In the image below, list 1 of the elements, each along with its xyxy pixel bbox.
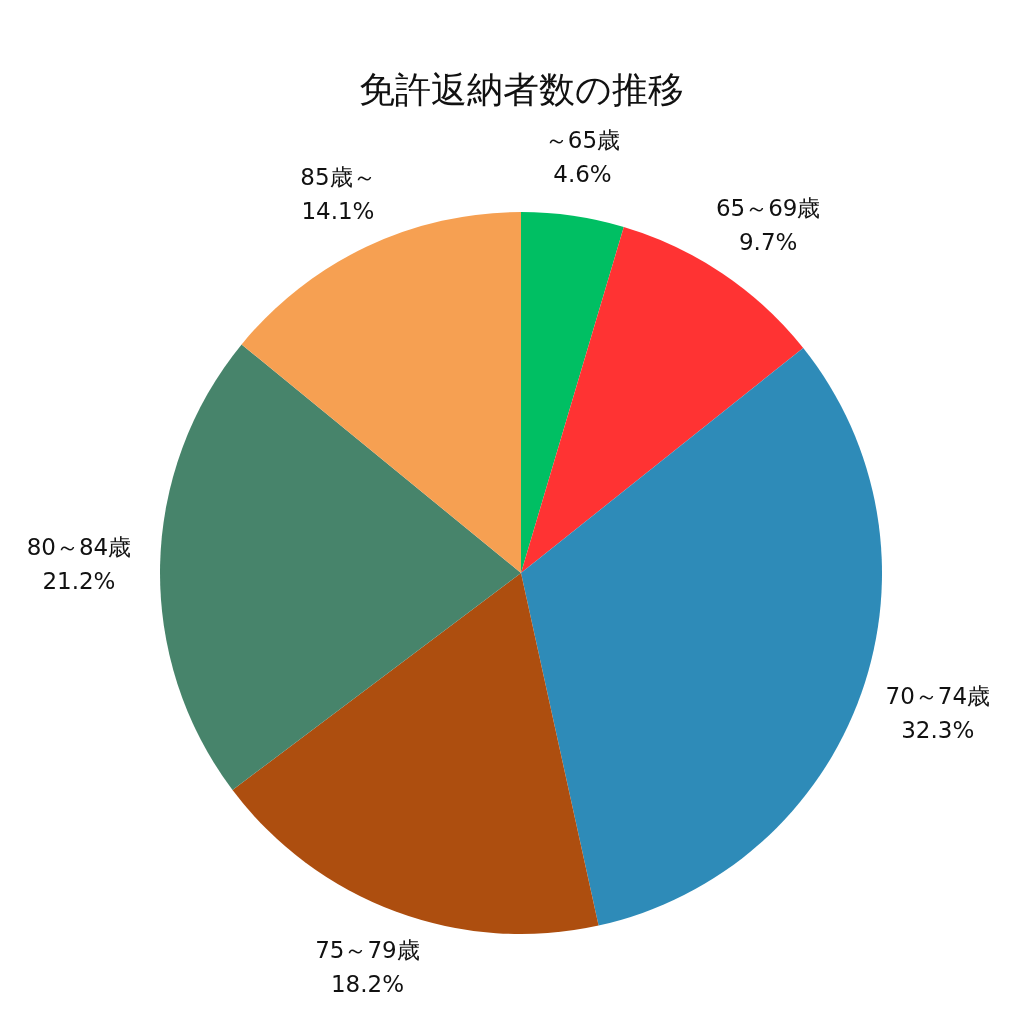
title: 免許返納者数の推移	[358, 69, 684, 110]
